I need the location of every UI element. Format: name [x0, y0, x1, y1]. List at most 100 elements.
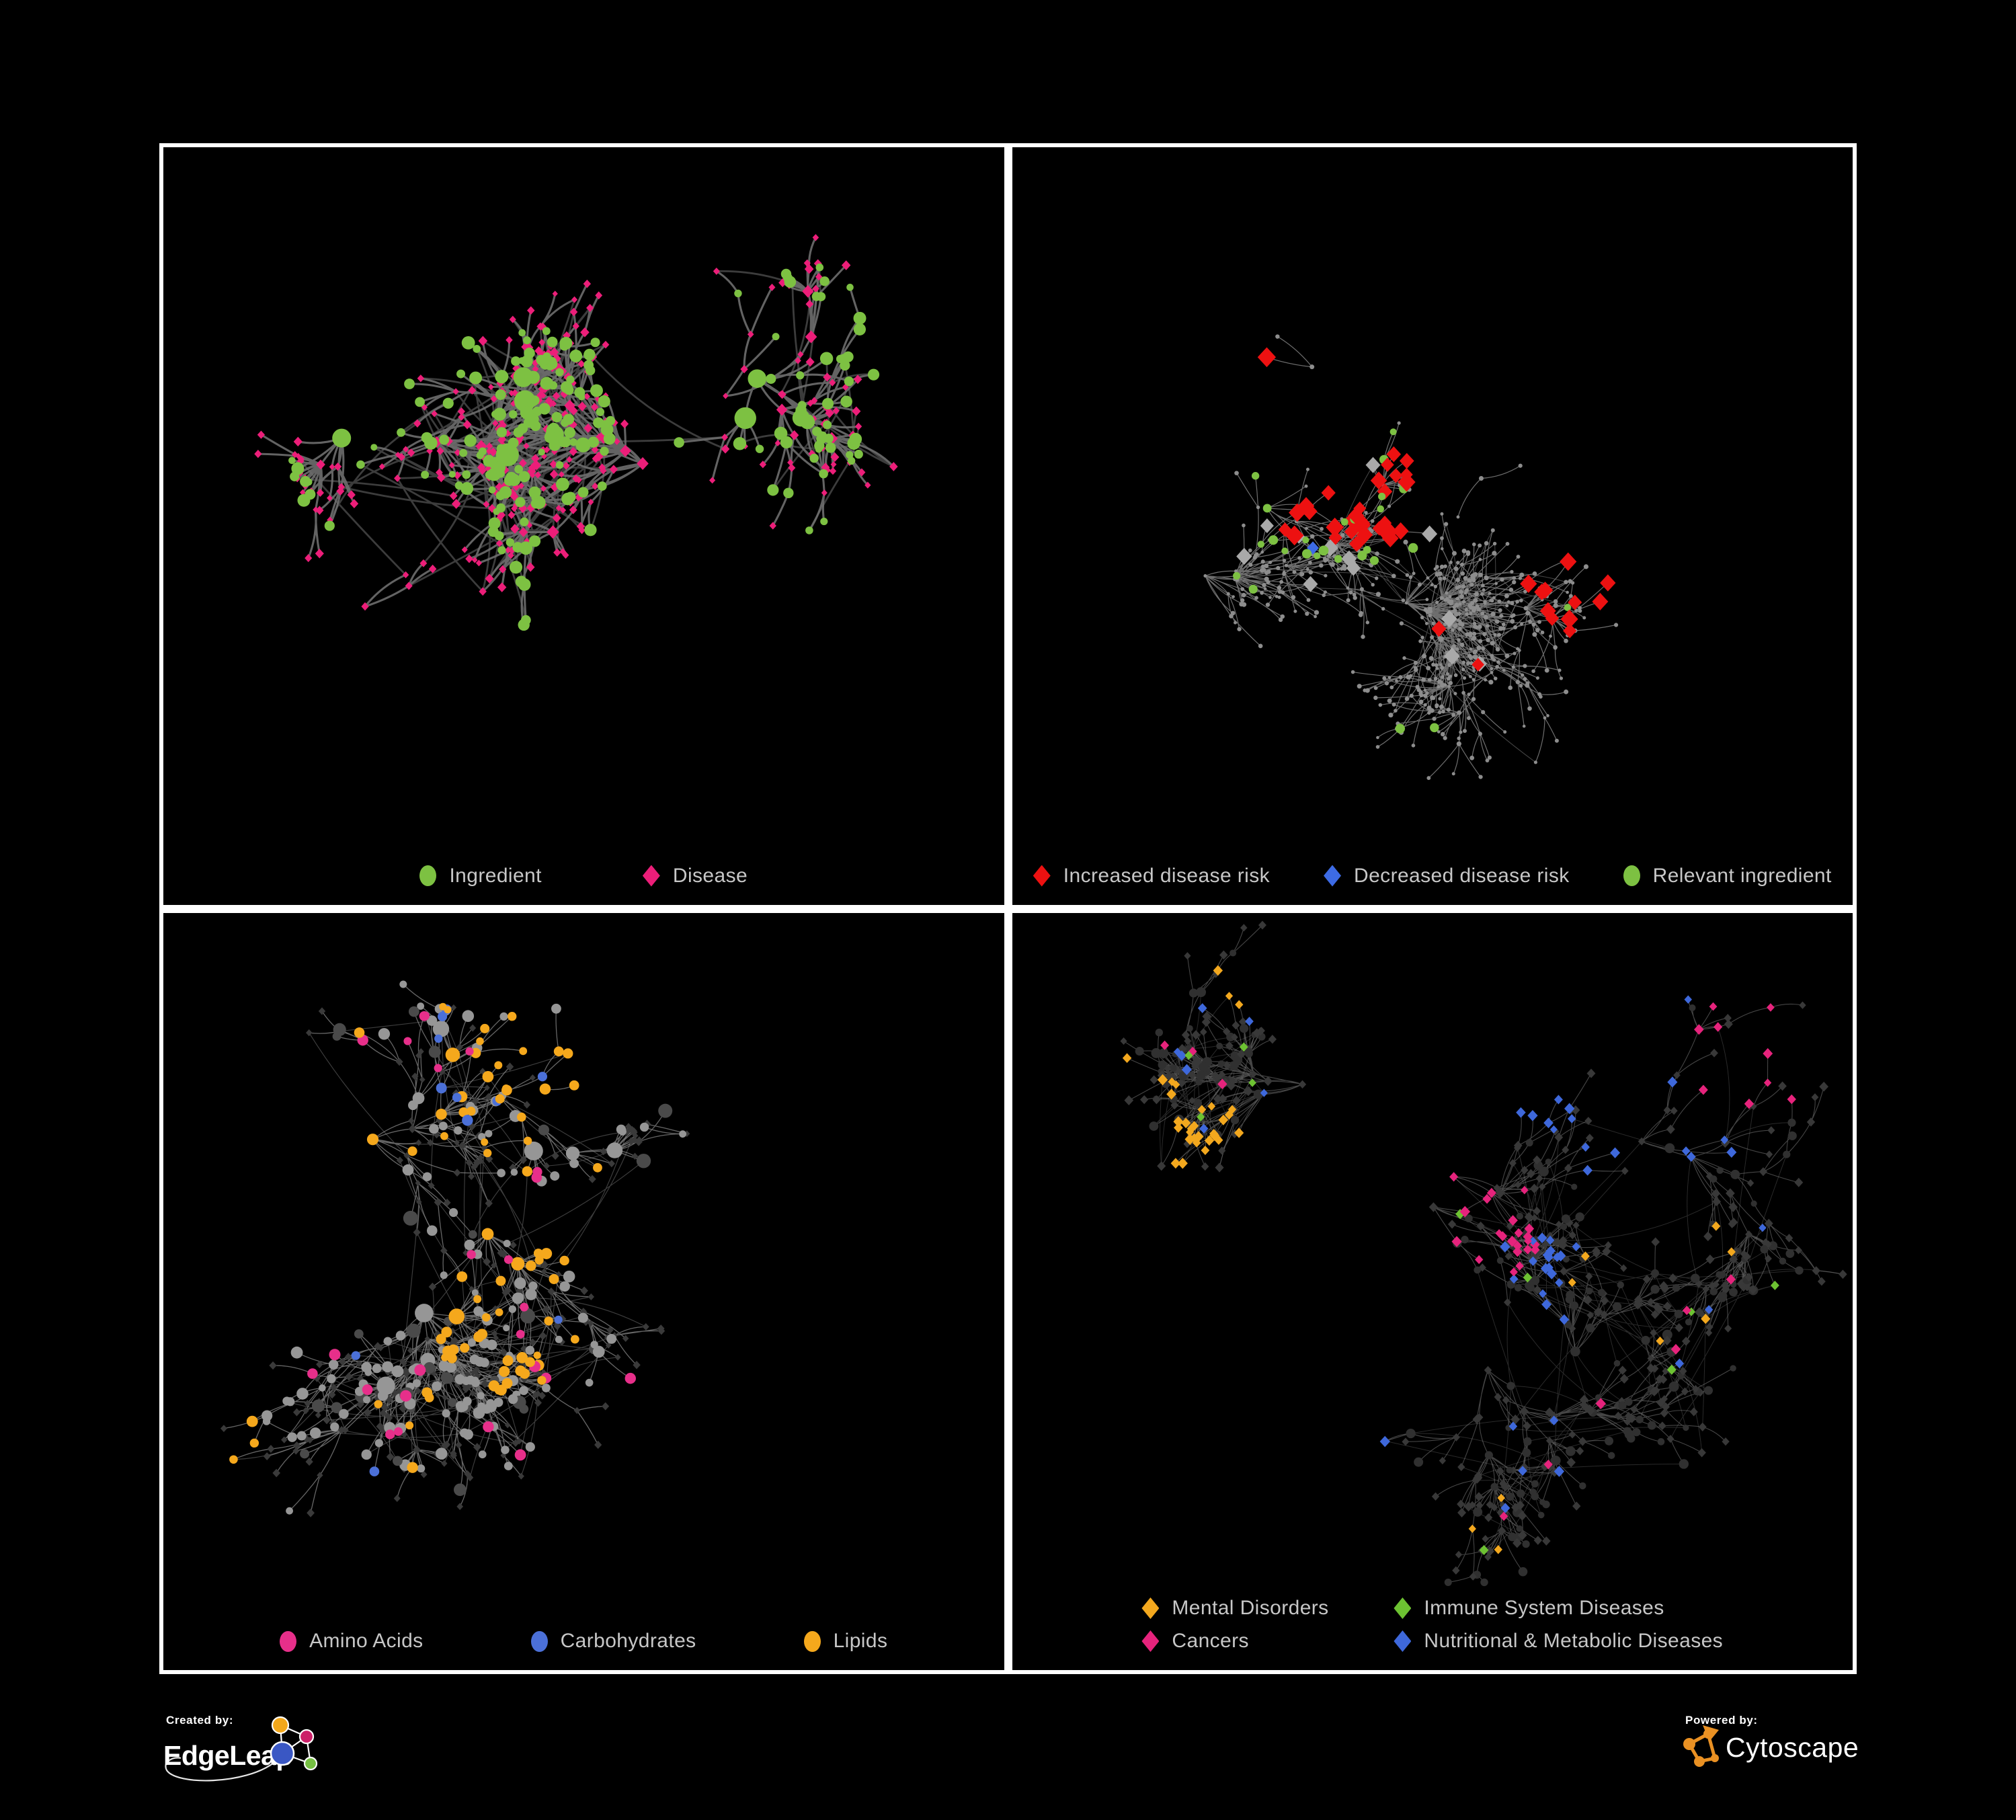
node-lipids [483, 1148, 492, 1157]
node-disease-dimmed [625, 1122, 632, 1130]
node-other-disease [1520, 1165, 1529, 1175]
node-disease-dimmed [532, 1391, 539, 1399]
node-ingredient [577, 487, 589, 498]
node-ingredient-dimmed [1155, 1028, 1163, 1036]
node-background-node [1443, 522, 1448, 526]
legend-row: Ingredient Disease [419, 865, 748, 887]
node-disease [465, 554, 473, 563]
node-cancers [1482, 1193, 1492, 1204]
node-other-disease [1512, 1538, 1522, 1548]
node-background-node [1458, 590, 1463, 594]
legend-item-decreased-disease-risk: Decreased disease risk [1324, 865, 1570, 887]
node-disease-dimmed [307, 1508, 315, 1517]
node-disease-dimmed [558, 1337, 565, 1346]
node-disease [709, 477, 716, 484]
node-disease-dimmed [518, 1472, 524, 1480]
node-other-disease [1495, 1188, 1504, 1198]
node-background-node [1318, 563, 1324, 568]
node-ingredient-dimmed [1585, 1322, 1595, 1333]
node-background-node [1260, 550, 1264, 554]
legend-row: Increased disease risk Decreased disease … [1033, 865, 1832, 887]
node-background-node [1365, 621, 1369, 625]
node-other-disease [1689, 1407, 1698, 1416]
node-background-node [1373, 686, 1378, 690]
node-other-disease [1702, 1285, 1709, 1293]
node-disease-dimmed [499, 1347, 508, 1357]
node-relevant-ingredient [1248, 584, 1258, 594]
node-other-ingredient [508, 1304, 517, 1313]
node-background-node [1467, 631, 1472, 636]
node-nutritional-metabolic [1686, 1151, 1696, 1162]
node-other-ingredient [429, 1123, 439, 1134]
node-nutritional-metabolic [1537, 1232, 1547, 1243]
node-cancers [1506, 1235, 1517, 1247]
node-background-node [1439, 536, 1444, 541]
node-other-ingredient [412, 1092, 425, 1104]
node-disease [510, 400, 517, 407]
node-ingredient [518, 578, 531, 591]
node-lipids [480, 1023, 490, 1033]
node-ingredient [288, 457, 296, 465]
node-other-disease [1740, 1249, 1748, 1258]
node-ingredient-dimmed [1716, 1166, 1724, 1174]
node-background-node [1261, 583, 1266, 588]
node-ingredient [473, 345, 481, 353]
node-disease [747, 330, 754, 338]
node-background-node [1470, 637, 1474, 641]
node-other-ingredient [550, 1171, 560, 1181]
node-ingredient-dimmed [1539, 1499, 1545, 1505]
node-disease [721, 444, 730, 454]
node-disease [572, 322, 579, 330]
node-background-node [1240, 587, 1244, 592]
node-disease [316, 459, 325, 470]
node-disease-dimmed [411, 1072, 419, 1080]
node-ingredient-dimmed [1413, 1457, 1423, 1467]
node-ingredient-dimmed [1690, 1273, 1700, 1283]
node-background-node [1230, 610, 1235, 616]
node-no-change [1236, 547, 1252, 565]
node-background-node [1454, 647, 1459, 651]
node-background-node [1350, 670, 1355, 674]
node-ingredient [783, 487, 794, 498]
node-background-node [1430, 621, 1435, 626]
node-disease-dimmed [441, 1460, 448, 1467]
node-ingredient [528, 535, 541, 547]
node-background-node [1518, 463, 1523, 468]
node-background-node [1472, 625, 1477, 629]
node-other-ingredient [639, 1122, 649, 1132]
node-disease-dimmed [481, 1144, 488, 1151]
node-disease [347, 490, 356, 500]
node-background-node [1463, 576, 1467, 581]
node-other-disease [1188, 1096, 1195, 1105]
node-other-disease [1838, 1269, 1847, 1279]
node-relevant-ingredient [1376, 505, 1384, 513]
node-background-node [1445, 672, 1449, 676]
node-ingredient [782, 272, 793, 282]
node-increased-risk [1301, 502, 1318, 520]
diamond-swatch-icon [1033, 865, 1051, 887]
node-other-disease [1172, 1065, 1182, 1074]
node-disease-dimmed [337, 1425, 346, 1434]
node-background-node [1405, 573, 1409, 578]
node-disease-dimmed [506, 1062, 514, 1071]
node-relevant-ingredient [1408, 543, 1418, 553]
node-ingredient [556, 477, 569, 491]
node-disease [595, 291, 603, 300]
node-background-node [1522, 664, 1527, 668]
node-ingredient-dimmed [1516, 1489, 1525, 1498]
legend-label: Mental Disorders [1172, 1597, 1329, 1619]
node-background-node [1456, 736, 1461, 740]
node-ingredient [604, 427, 613, 436]
node-lipids [458, 1107, 469, 1117]
node-ingredient [590, 384, 603, 397]
node-disease [583, 279, 592, 288]
node-other-ingredient [525, 1441, 535, 1452]
node-mental-disorders [1186, 1123, 1196, 1134]
node-other-disease [1240, 923, 1248, 932]
node-disease [558, 471, 565, 478]
node-nutritional-metabolic [1545, 1245, 1556, 1256]
node-background-node [1353, 596, 1357, 600]
node-other-ingredient [592, 1345, 605, 1357]
node-background-node [1304, 611, 1309, 617]
node-ingredient [460, 482, 474, 496]
